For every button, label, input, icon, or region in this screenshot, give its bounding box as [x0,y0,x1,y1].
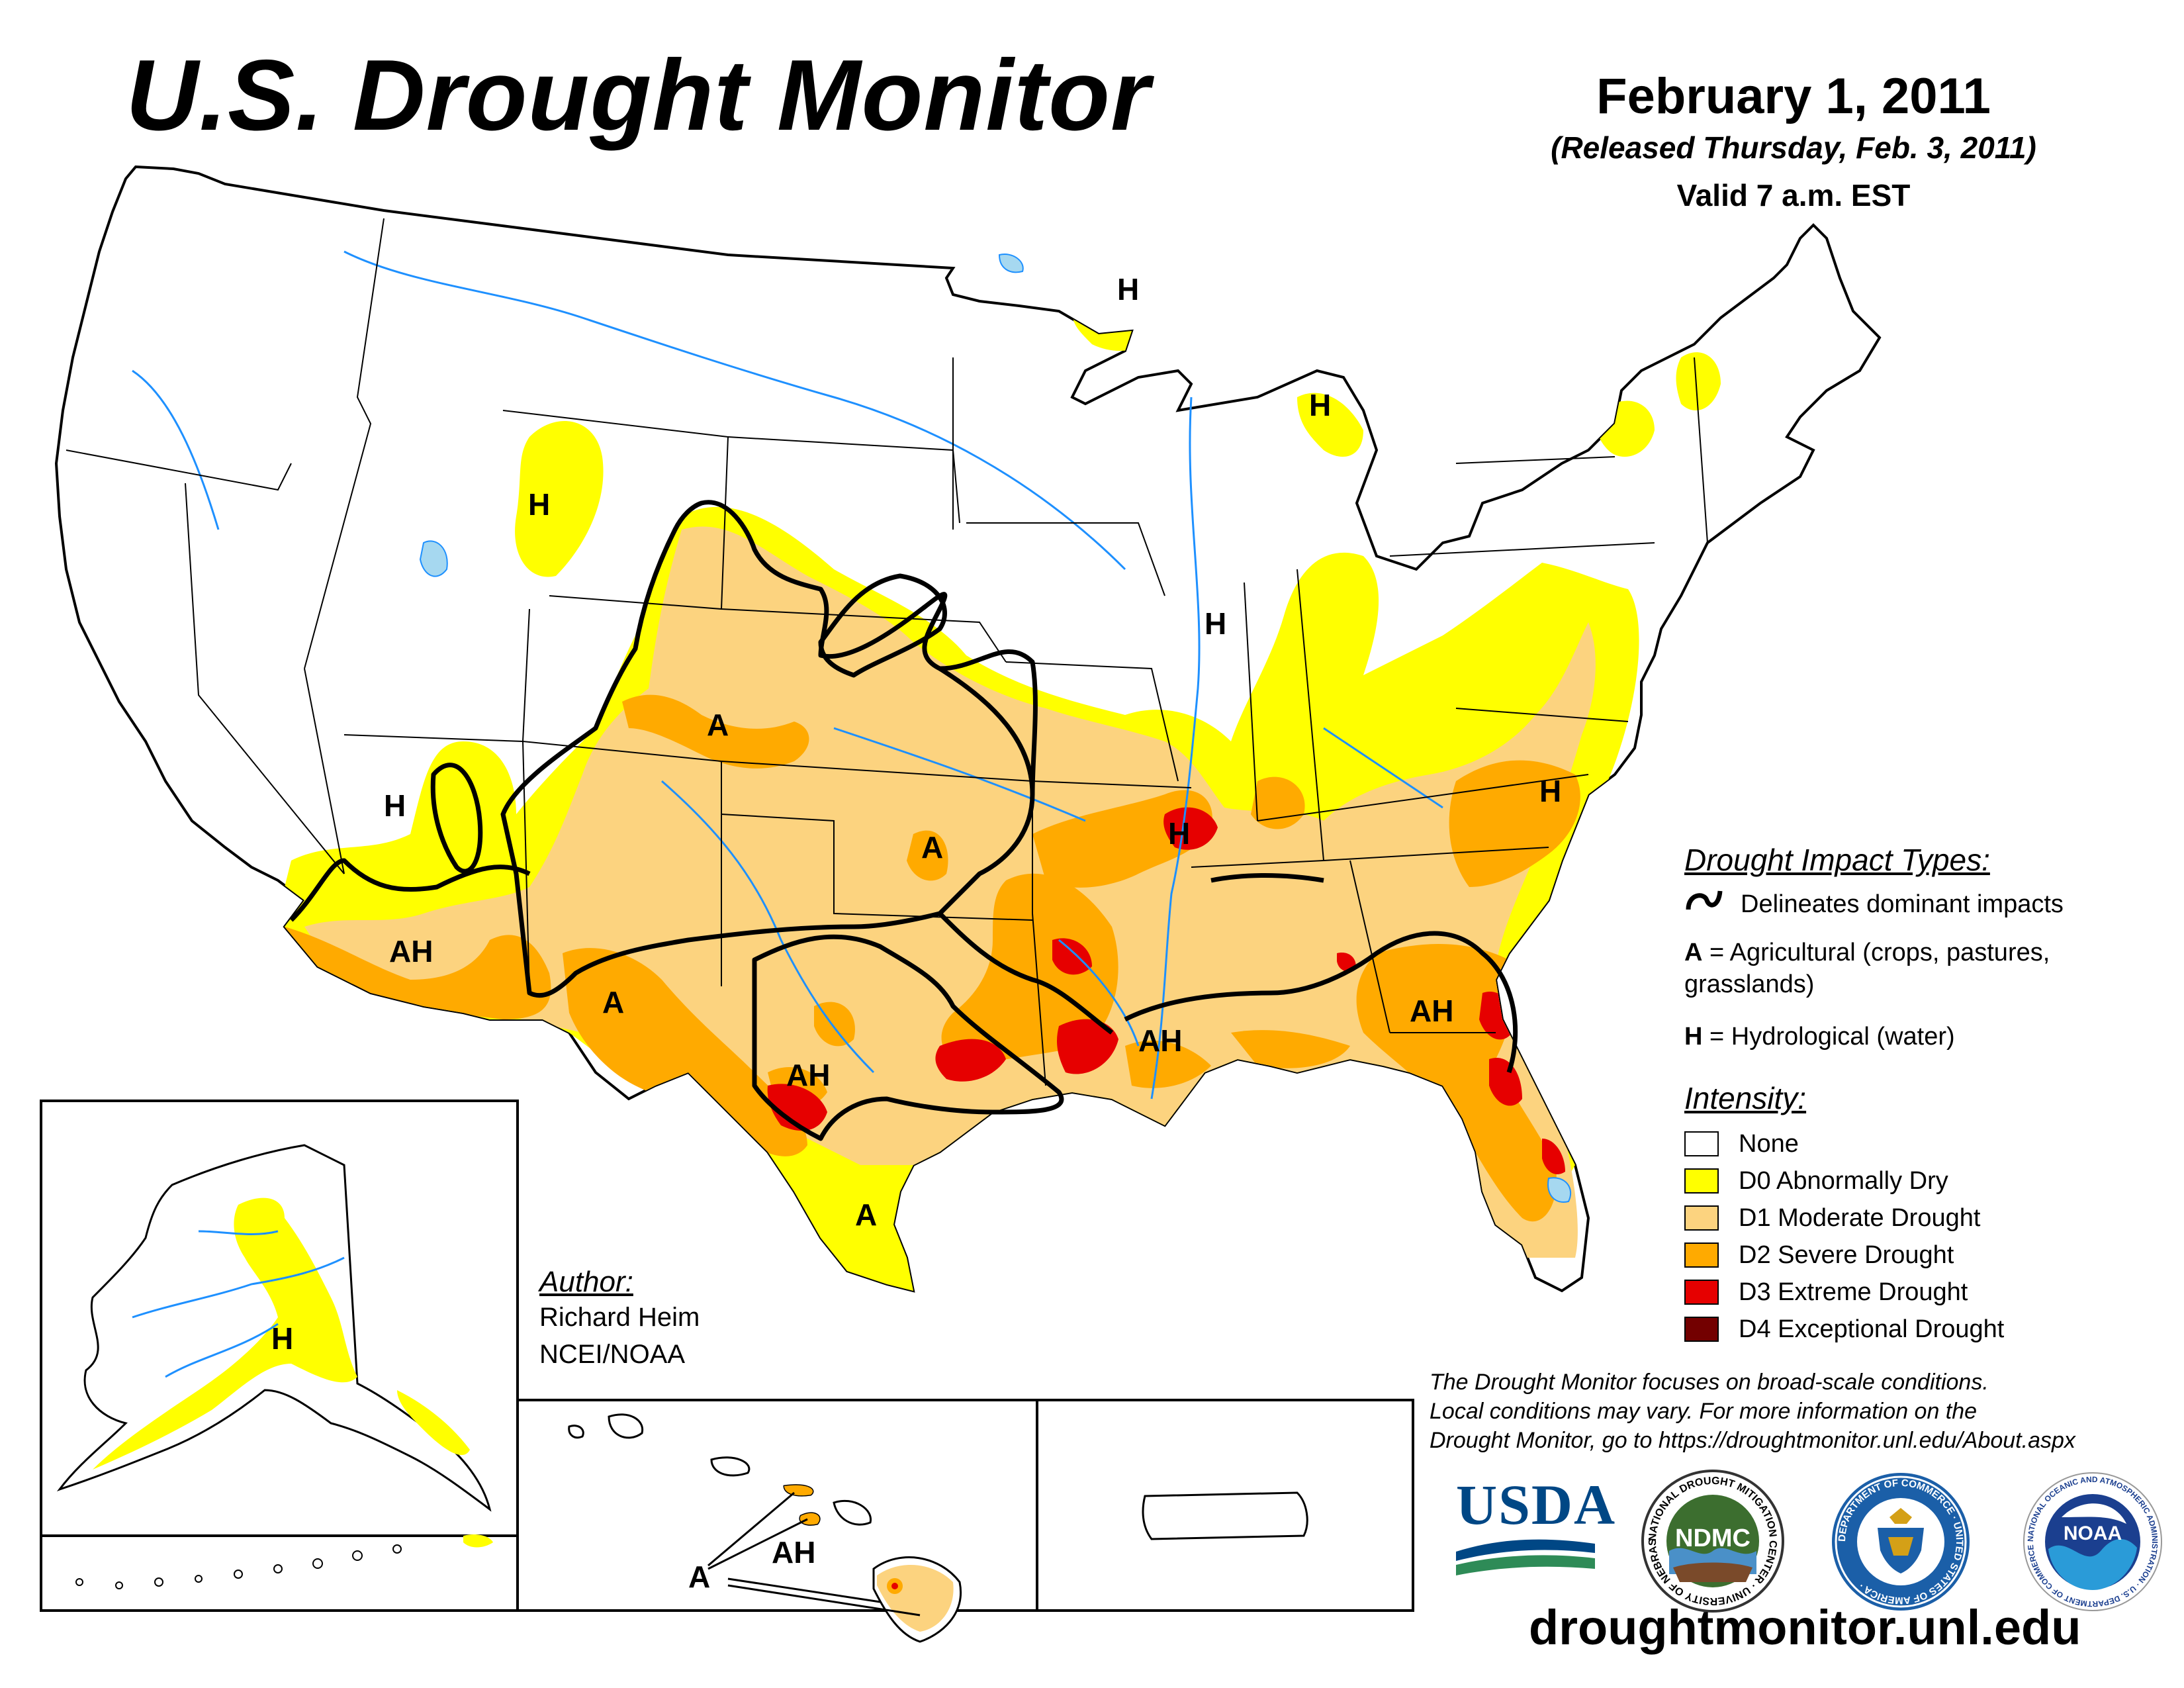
disclaimer-line: Drought Monitor, go to https://droughtmo… [1430,1428,2075,1453]
usda-logo: USDA [1456,1473,1617,1582]
hawaii-inset [516,1399,1038,1612]
hydrological-key: H = Hydrological (water) [1684,1023,1955,1051]
label-a-new-mexico: A [602,985,625,1019]
delineation-label: Delineates dominant impacts [1741,890,2064,918]
label-a-hawaii: A [688,1560,711,1594]
swatch-d2 [1684,1243,1719,1268]
swatch-none [1684,1131,1719,1156]
commerce-seal-logo: DEPARTMENT OF COMMERCE · UNITED STATES O… [1832,1473,1970,1611]
map-date: February 1, 2011 [1596,68,1991,124]
legend-item-d2: D2 Severe Drought [1684,1237,2004,1274]
label-ah-arizona: AH [389,934,433,968]
agricultural-desc: = Agricultural (crops, pastures, [1702,939,2050,966]
label-h-alaska: H [271,1321,294,1356]
disclaimer-line: The Drought Monitor focuses on broad-sca… [1430,1370,1989,1395]
label-h-michigan: H [1309,388,1332,422]
label-ah-louisiana: AH [1138,1023,1183,1058]
aleutian-islands [75,1544,402,1589]
disclaimer-line: Local conditions may vary. For more info… [1430,1399,1978,1424]
impact-types-heading: Drought Impact Types: [1684,843,1990,877]
noaa-logo: NATIONAL OCEANIC AND ATMOSPHERIC ADMINIS… [2022,1471,2162,1611]
label-ah-hawaii: AH [772,1535,816,1570]
swatch-d1 [1684,1205,1719,1231]
alaska-rivers [132,1230,345,1378]
label-a-colorado: A [707,708,729,742]
legend-item-d4: D4 Exceptional Drought [1684,1311,2004,1348]
legend-label: D0 Abnormally Dry [1739,1166,1948,1195]
d2-areas [285,694,1580,1222]
author-heading: Author: [539,1266,633,1298]
author-name: Richard Heim [539,1303,700,1332]
legend-label: None [1739,1129,1799,1158]
swatch-d0 [1684,1168,1719,1194]
usda-wordmark: USDA [1456,1473,1617,1536]
release-date: (Released Thursday, Feb. 3, 2011) [1551,130,2036,165]
intensity-legend: None D0 Abnormally Dry D1 Moderate Droug… [1684,1125,2004,1348]
intensity-heading: Intensity: [1684,1081,1807,1115]
ndmc-logo: NATIONAL DROUGHT MITIGATION CENTER · UNI… [1640,1468,1784,1613]
d3-areas [767,807,1565,1174]
hydrological-desc: = Hydrological (water) [1702,1023,1955,1051]
label-h-minnesota: H [1117,272,1140,306]
puerto-rico-land [1142,1491,1308,1540]
website-link[interactable]: droughtmonitor.unl.edu [1529,1600,2081,1655]
usda-swoosh-icon [1456,1539,1595,1575]
agricultural-letter: A [1684,939,1703,966]
legend-item-none: None [1684,1125,2004,1162]
legend-label: D3 Extreme Drought [1739,1278,1968,1306]
label-ah-texas: AH [786,1058,831,1092]
hawaii-pointer-lines [707,1491,921,1617]
page-title: U.S. Drought Monitor [126,39,1151,152]
label-h-nevada: H [384,788,406,823]
label-h-arkansas: H [1168,816,1191,851]
noaa-wordmark: NOAA [2064,1523,2122,1544]
agricultural-key: A = Agricultural (crops, pastures, [1684,939,2050,967]
agricultural-desc-cont: grasslands) [1684,970,1815,998]
swatch-d3 [1684,1280,1719,1305]
label-h-montana: H [528,487,551,522]
lakes [419,254,1572,1203]
label-a-south-texas: A [855,1197,878,1232]
label-h-illinois: H [1205,606,1227,641]
legend-item-d1: D1 Moderate Drought [1684,1199,2004,1237]
alaska-d0 [93,1197,357,1470]
label-a-kansas: A [921,830,944,865]
legend-label: D4 Exceptional Drought [1739,1315,2005,1343]
valid-time: Valid 7 a.m. EST [1676,178,1911,212]
delineation-symbol [1686,890,1723,910]
legend-label: D2 Severe Drought [1739,1241,1954,1269]
hydrological-letter: H [1684,1023,1703,1051]
author-org: NCEI/NOAA [539,1340,686,1369]
rivers [132,250,1443,1100]
legend-label: D1 Moderate Drought [1739,1203,1981,1232]
label-ah-georgia: AH [1410,994,1454,1028]
legend-item-d0: D0 Abnormally Dry [1684,1162,2004,1199]
legend-item-d3: D3 Extreme Drought [1684,1274,2004,1311]
ndmc-wordmark: NDMC [1675,1524,1751,1552]
swatch-d4 [1684,1317,1719,1342]
state-borders [66,218,1708,1086]
impact-boundaries [289,500,1518,1141]
label-h-north-carolina: H [1539,774,1562,808]
disclaimer: The Drought Monitor focuses on broad-sca… [1430,1368,2171,1455]
